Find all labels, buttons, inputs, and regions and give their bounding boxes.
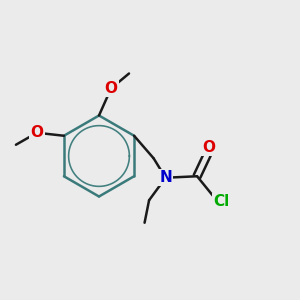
Text: O: O [104, 81, 118, 96]
Text: O: O [30, 125, 44, 140]
Text: N: N [159, 170, 172, 185]
Text: Cl: Cl [213, 194, 229, 209]
Text: O: O [202, 140, 216, 155]
